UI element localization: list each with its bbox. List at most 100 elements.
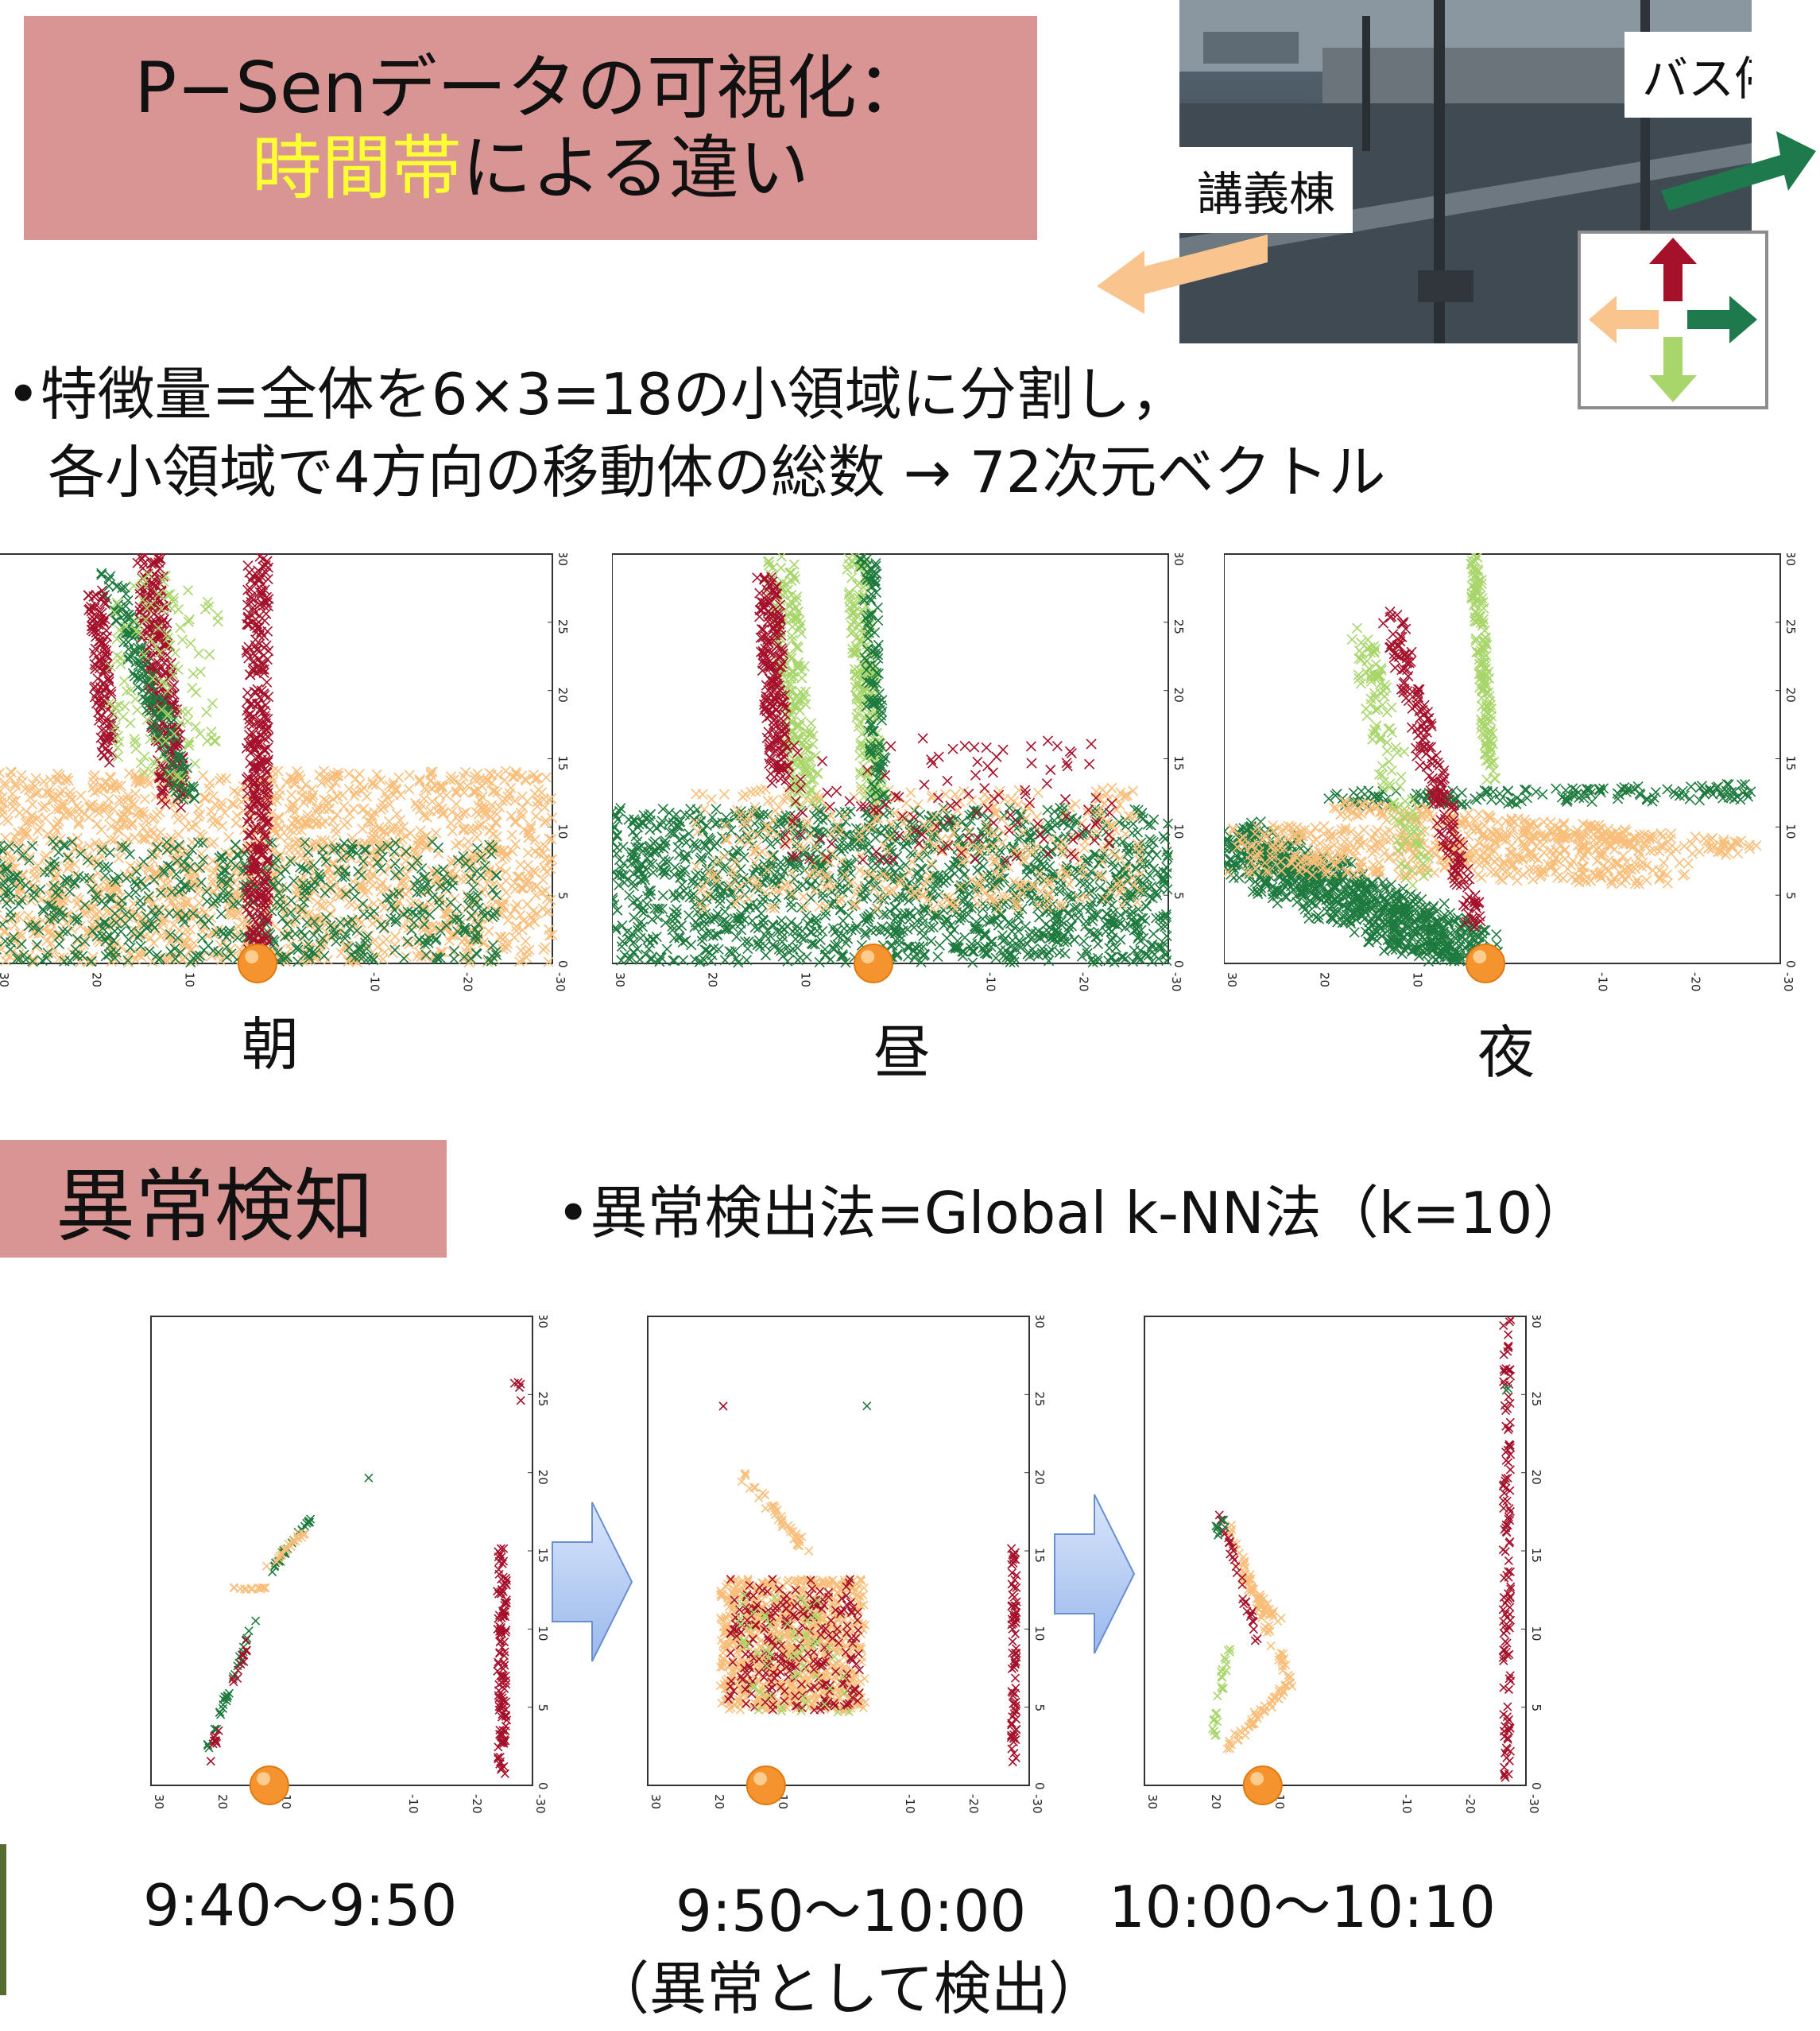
y-tick-label: 25 [536, 1391, 550, 1406]
title-banner: P−Senデータの可視化： 時間帯による違い [24, 16, 1037, 240]
x-tick-label: 20 [215, 1794, 230, 1809]
bus-stop-label: バス停 [1624, 32, 1752, 118]
x-tick-label: 30 [152, 1794, 166, 1809]
x-tick-label: -20 [966, 1794, 981, 1814]
x-tick-label: -30 [533, 1794, 548, 1814]
y-tick-label: 20 [1783, 688, 1798, 703]
green-right-arrow-icon [1661, 131, 1816, 211]
sensor-position-dot-icon [249, 1765, 289, 1805]
sensor-position-dot-icon [1466, 944, 1505, 983]
y-tick-label: 10 [1783, 824, 1798, 839]
x-tick-label: -10 [903, 1794, 917, 1814]
y-tick-label: 15 [556, 756, 570, 771]
label-morning: 朝 [241, 1011, 299, 1078]
y-tick-label: 20 [1032, 1470, 1047, 1485]
plot-morning: 30 20 10 -10 -20 -30 0 5 10 15 20 25 30 [0, 553, 604, 998]
x-tick-label: -20 [1463, 1794, 1477, 1814]
x-tick-label: 20 [706, 972, 720, 987]
x-tick-label: 10 [798, 972, 812, 987]
blue-right-arrow-icon [1054, 1494, 1136, 1654]
y-tick-label: 25 [556, 619, 570, 634]
sensor-position-dot-icon [854, 944, 893, 983]
x-tick-label: -10 [368, 972, 382, 992]
y-tick-label: 30 [536, 1316, 550, 1328]
x-tick-label: 30 [1145, 1794, 1160, 1809]
y-tick-label: 15 [1529, 1548, 1543, 1563]
lecture-building-label: 講義棟 [1179, 147, 1353, 233]
y-tick-label: 5 [1529, 1704, 1543, 1712]
feature-line2: 各小領域で4方向の移動体の総数 → 72次元ベクトル [48, 439, 1386, 506]
y-tick-label: 30 [1783, 553, 1798, 566]
x-tick-label: -20 [1076, 972, 1090, 992]
x-tick-label: 30 [649, 1794, 663, 1809]
x-tick-label: 20 [90, 972, 104, 987]
scatter-marks [1224, 553, 1762, 968]
scatter-marks [203, 1378, 525, 1778]
plot-interval-1: 30 20 10 -10 -20 -30 0 5 10 15 20 25 30 [119, 1316, 612, 1824]
title-line1: P−Senデータの可視化： [134, 46, 927, 129]
x-tick-label: -10 [984, 972, 998, 992]
feature-line1: •特徴量=全体を6×3=18の小領域に分割し， [6, 361, 1188, 428]
y-tick-label: 10 [536, 1626, 550, 1641]
plot-interval-3: 30 20 10 -10 -20 -30 0 5 10 15 20 25 30 [1113, 1316, 1605, 1824]
y-tick-label: 0 [1529, 1782, 1543, 1790]
camera-photo: バス停 講義棟 [1179, 0, 1752, 343]
y-tick-label: 15 [1171, 756, 1186, 771]
y-tick-label: 10 [556, 824, 570, 839]
y-tick-label: 20 [556, 688, 570, 703]
interval-label-3: 10:00〜10:10 [1109, 1874, 1496, 1940]
y-tick-label: 20 [1529, 1470, 1543, 1485]
x-tick-label: -30 [1781, 972, 1795, 992]
x-tick-label: -30 [553, 972, 567, 992]
y-tick-label: 30 [1171, 553, 1186, 566]
anomaly-heading: 異常検知 [0, 1140, 447, 1258]
y-tick-label: 30 [1032, 1316, 1047, 1328]
detected-note: （異常として検出） [592, 1955, 1106, 2022]
x-tick-label: -10 [406, 1794, 420, 1814]
y-tick-label: 15 [1032, 1548, 1047, 1563]
y-tick-label: 10 [1032, 1626, 1047, 1641]
y-tick-label: 30 [556, 553, 570, 566]
label-noon: 昼 [873, 1019, 931, 1086]
title-line2: 時間帯による違い [252, 128, 809, 208]
y-tick-label: 25 [1783, 619, 1798, 634]
y-tick-label: 20 [536, 1470, 550, 1485]
red-up-arrow-icon [1649, 238, 1697, 301]
x-tick-label: -20 [460, 972, 474, 992]
plot-noon: 30 20 10 -10 -20 -30 0 5 10 15 20 25 30 [612, 553, 1216, 998]
interval-label-2: 9:50〜10:00 [676, 1878, 1027, 1944]
y-tick-label: 0 [556, 960, 570, 968]
sensor-position-dot-icon [1242, 1765, 1283, 1805]
blue-right-arrow-icon [552, 1502, 633, 1662]
y-tick-label: 5 [536, 1704, 550, 1712]
y-tick-label: 5 [1032, 1704, 1047, 1712]
x-tick-label: 30 [1225, 972, 1239, 987]
y-tick-label: 5 [1783, 892, 1798, 900]
plot-frame [150, 1316, 533, 1786]
x-tick-label: 10 [1410, 972, 1424, 987]
y-tick-label: 5 [1171, 892, 1186, 900]
scatter-marks [1208, 1316, 1516, 1782]
plot-frame [647, 1316, 1030, 1786]
x-tick-label: 20 [1318, 972, 1332, 987]
y-tick-label: 0 [1032, 1782, 1047, 1790]
x-tick-label: 30 [0, 972, 11, 987]
y-tick-label: 0 [1783, 960, 1798, 968]
plot-frame [1144, 1316, 1527, 1786]
y-tick-label: 25 [1529, 1391, 1543, 1406]
plot-frame [612, 553, 1169, 964]
plot-night: 30 20 10 -10 -20 -30 0 5 10 15 20 25 30 [1224, 553, 1820, 998]
x-tick-label: -30 [1527, 1794, 1541, 1814]
x-tick-label: -30 [1030, 1794, 1044, 1814]
y-tick-label: 10 [1529, 1626, 1543, 1641]
x-tick-label: -10 [1596, 972, 1610, 992]
title-accent: 時間帯 [251, 127, 462, 209]
interval-label-1: 9:40〜9:50 [143, 1872, 458, 1939]
y-tick-label: 20 [1171, 688, 1186, 703]
y-tick-label: 30 [1529, 1316, 1543, 1328]
x-tick-label: -30 [1169, 972, 1183, 992]
y-tick-label: 25 [1171, 619, 1186, 634]
direction-legend [1578, 231, 1768, 409]
lightgreen-down-arrow-icon [1649, 337, 1697, 402]
y-tick-label: 0 [1171, 960, 1186, 968]
